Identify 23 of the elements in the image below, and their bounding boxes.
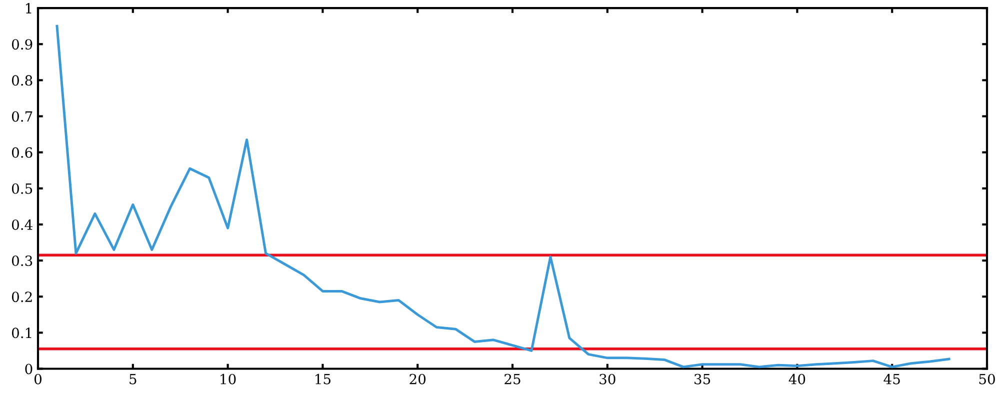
x-tick-label: 0 (34, 374, 42, 384)
x-tick-label: 20 (410, 374, 426, 384)
y-tick-label: 0.6 (12, 147, 32, 158)
y-tick-label: 0 (25, 364, 32, 374)
x-tick-label: 30 (600, 374, 616, 384)
x-tick-label: 25 (504, 374, 520, 384)
x-tick-label: 35 (694, 374, 710, 384)
y-tick-label: 0.5 (12, 183, 32, 194)
x-tick-label: 45 (884, 374, 900, 384)
y-tick-label: 0.3 (12, 256, 32, 266)
x-tick-label: 5 (130, 374, 136, 384)
y-tick-label: 0.4 (12, 219, 32, 230)
y-tick-label: 1 (26, 3, 32, 14)
x-tick-label: 15 (316, 374, 330, 384)
y-tick-label: 0.2 (12, 292, 32, 302)
y-tick-label: 0.8 (12, 75, 32, 86)
line-series (56, 24, 950, 368)
x-tick-label: 10 (220, 374, 236, 384)
y-tick-label: 0.1 (12, 328, 32, 338)
y-tick-label: 0.9 (12, 39, 32, 50)
x-tick-label: 50 (979, 374, 995, 384)
y-tick-label: 0.7 (12, 111, 32, 122)
x-tick-label: 40 (788, 374, 806, 384)
